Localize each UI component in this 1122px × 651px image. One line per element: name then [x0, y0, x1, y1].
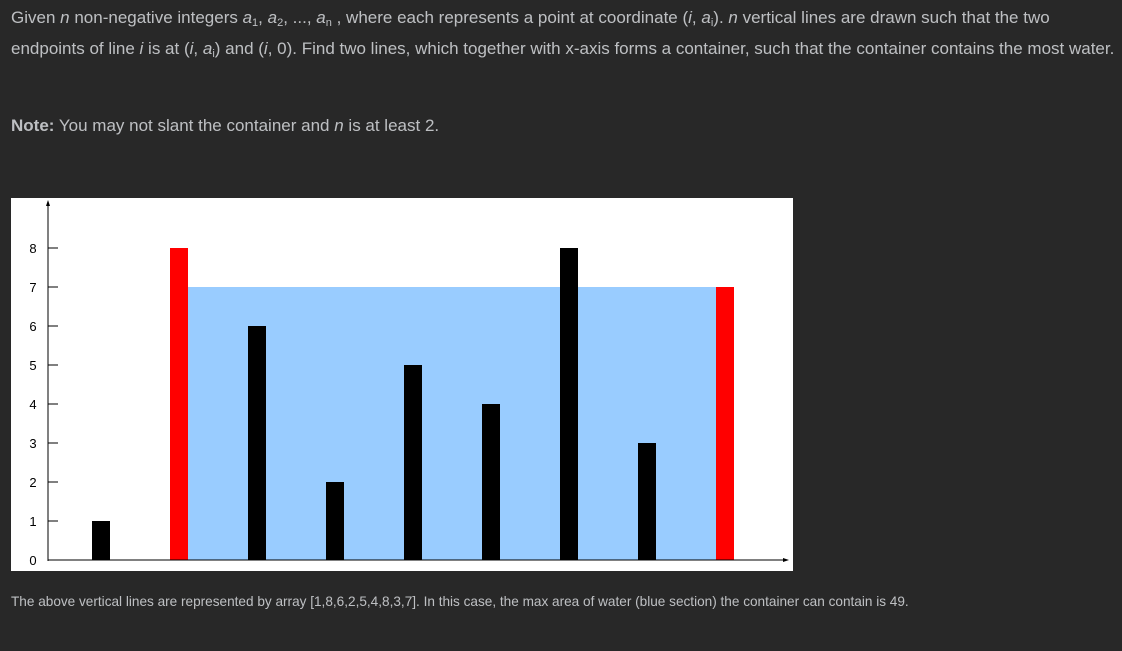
container-chart: 0 1 2 3 4 5 6 7 8 — [11, 198, 793, 571]
y-tick-label: 0 — [29, 553, 36, 568]
line-bar — [638, 443, 656, 560]
y-tick-label: 2 — [29, 475, 36, 490]
y-tick-label: 8 — [29, 241, 36, 256]
y-axis-arrow — [46, 200, 50, 206]
y-tick-label: 3 — [29, 436, 36, 451]
line-bar — [326, 482, 344, 560]
y-tick-label: 7 — [29, 280, 36, 295]
note-paragraph: Note: You may not slant the container an… — [11, 116, 440, 135]
line-bar — [92, 521, 110, 560]
container-line-bar — [716, 287, 734, 560]
chart-svg: 0 1 2 3 4 5 6 7 8 — [29, 200, 789, 568]
line-bar — [248, 326, 266, 560]
note-label: Note: — [11, 116, 55, 135]
line-bar — [404, 365, 422, 560]
line-bar — [560, 248, 578, 560]
y-tick-label: 1 — [29, 514, 36, 529]
problem-description: Given n non-negative integers a1, a2, ..… — [11, 8, 1115, 60]
y-tick-label: 5 — [29, 358, 36, 373]
x-axis-arrow — [783, 558, 789, 562]
y-tick-label: 4 — [29, 397, 36, 412]
container-line-bar — [170, 248, 188, 560]
y-tick-label: 6 — [29, 319, 36, 334]
figure-caption: The above vertical lines are represented… — [11, 594, 909, 609]
line-bar — [482, 404, 500, 560]
